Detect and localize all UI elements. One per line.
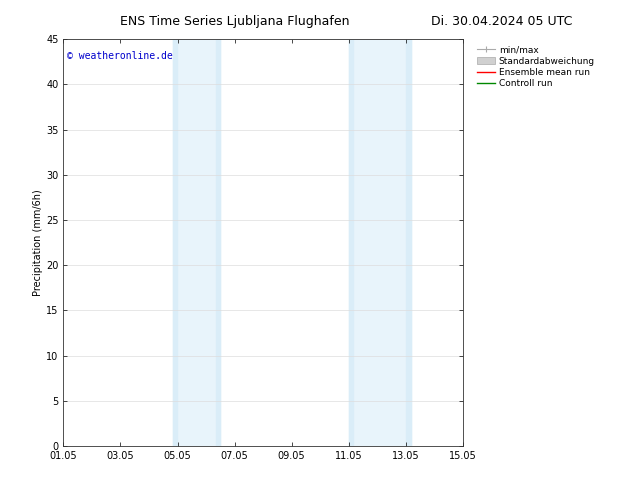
Bar bbox=[406, 39, 411, 446]
Bar bbox=[349, 39, 411, 446]
Legend: min/max, Standardabweichung, Ensemble mean run, Controll run: min/max, Standardabweichung, Ensemble me… bbox=[476, 44, 597, 90]
Text: Di. 30.04.2024 05 UTC: Di. 30.04.2024 05 UTC bbox=[431, 15, 573, 28]
Bar bbox=[216, 39, 220, 446]
Bar bbox=[349, 39, 353, 446]
Bar bbox=[172, 39, 220, 446]
Text: © weatheronline.de: © weatheronline.de bbox=[67, 51, 173, 61]
Text: ENS Time Series Ljubljana Flughafen: ENS Time Series Ljubljana Flughafen bbox=[120, 15, 349, 28]
Y-axis label: Precipitation (mm/6h): Precipitation (mm/6h) bbox=[33, 189, 43, 296]
Bar bbox=[172, 39, 177, 446]
